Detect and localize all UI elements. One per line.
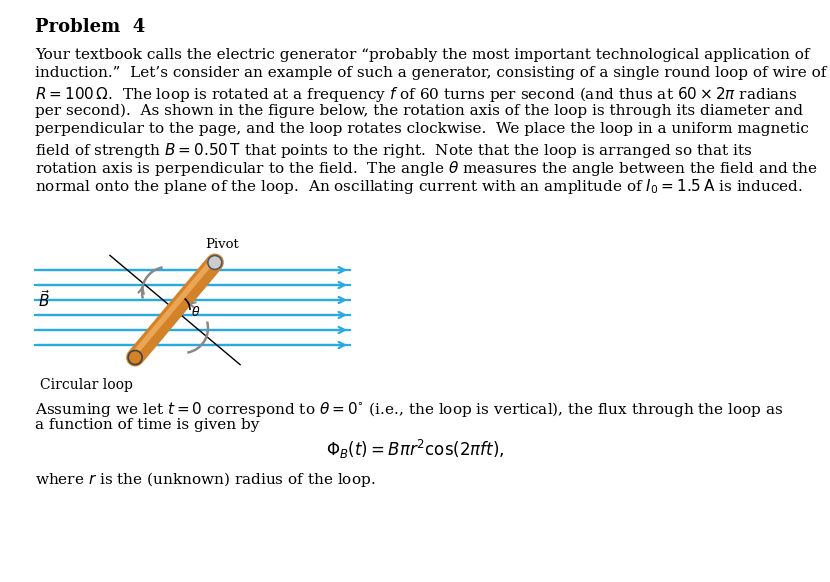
Text: $R = 100\,\Omega$.  The loop is rotated at a frequency $f$ of 60 turns per secon: $R = 100\,\Omega$. The loop is rotated a… xyxy=(35,85,798,104)
Text: perpendicular to the page, and the loop rotates clockwise.  We place the loop in: perpendicular to the page, and the loop … xyxy=(35,122,809,136)
Text: rotation axis is perpendicular to the field.  The angle $\theta$ measures the an: rotation axis is perpendicular to the fi… xyxy=(35,159,818,178)
Text: where $r$ is the (unknown) radius of the loop.: where $r$ is the (unknown) radius of the… xyxy=(35,470,375,489)
Text: field of strength $B = 0.50\,\mathrm{T}$ that points to the right.  Note that th: field of strength $B = 0.50\,\mathrm{T}$… xyxy=(35,140,753,159)
Text: Problem  4: Problem 4 xyxy=(35,18,145,36)
Text: Circular loop: Circular loop xyxy=(40,378,133,392)
Text: a function of time is given by: a function of time is given by xyxy=(35,418,259,432)
Circle shape xyxy=(208,255,222,269)
Text: Your textbook calls the electric generator “probably the most important technolo: Your textbook calls the electric generat… xyxy=(35,48,809,62)
Text: induction.”  Let’s consider an example of such a generator, consisting of a sing: induction.” Let’s consider an example of… xyxy=(35,66,827,80)
Text: normal onto the plane of the loop.  An oscillating current with an amplitude of : normal onto the plane of the loop. An os… xyxy=(35,178,803,197)
Text: Assuming we let $t = 0$ correspond to $\theta = 0^{\circ}$ (i.e., the loop is ve: Assuming we let $t = 0$ correspond to $\… xyxy=(35,400,784,419)
Text: $\Phi_B(t) = B\pi r^2 \cos(2\pi f t),$: $\Phi_B(t) = B\pi r^2 \cos(2\pi f t),$ xyxy=(326,438,504,461)
Text: per second).  As shown in the figure below, the rotation axis of the loop is thr: per second). As shown in the figure belo… xyxy=(35,104,803,118)
Text: $\vec{B}$: $\vec{B}$ xyxy=(38,289,51,310)
Circle shape xyxy=(128,350,142,364)
Text: $\theta$: $\theta$ xyxy=(191,305,200,319)
Text: Pivot: Pivot xyxy=(205,237,238,250)
